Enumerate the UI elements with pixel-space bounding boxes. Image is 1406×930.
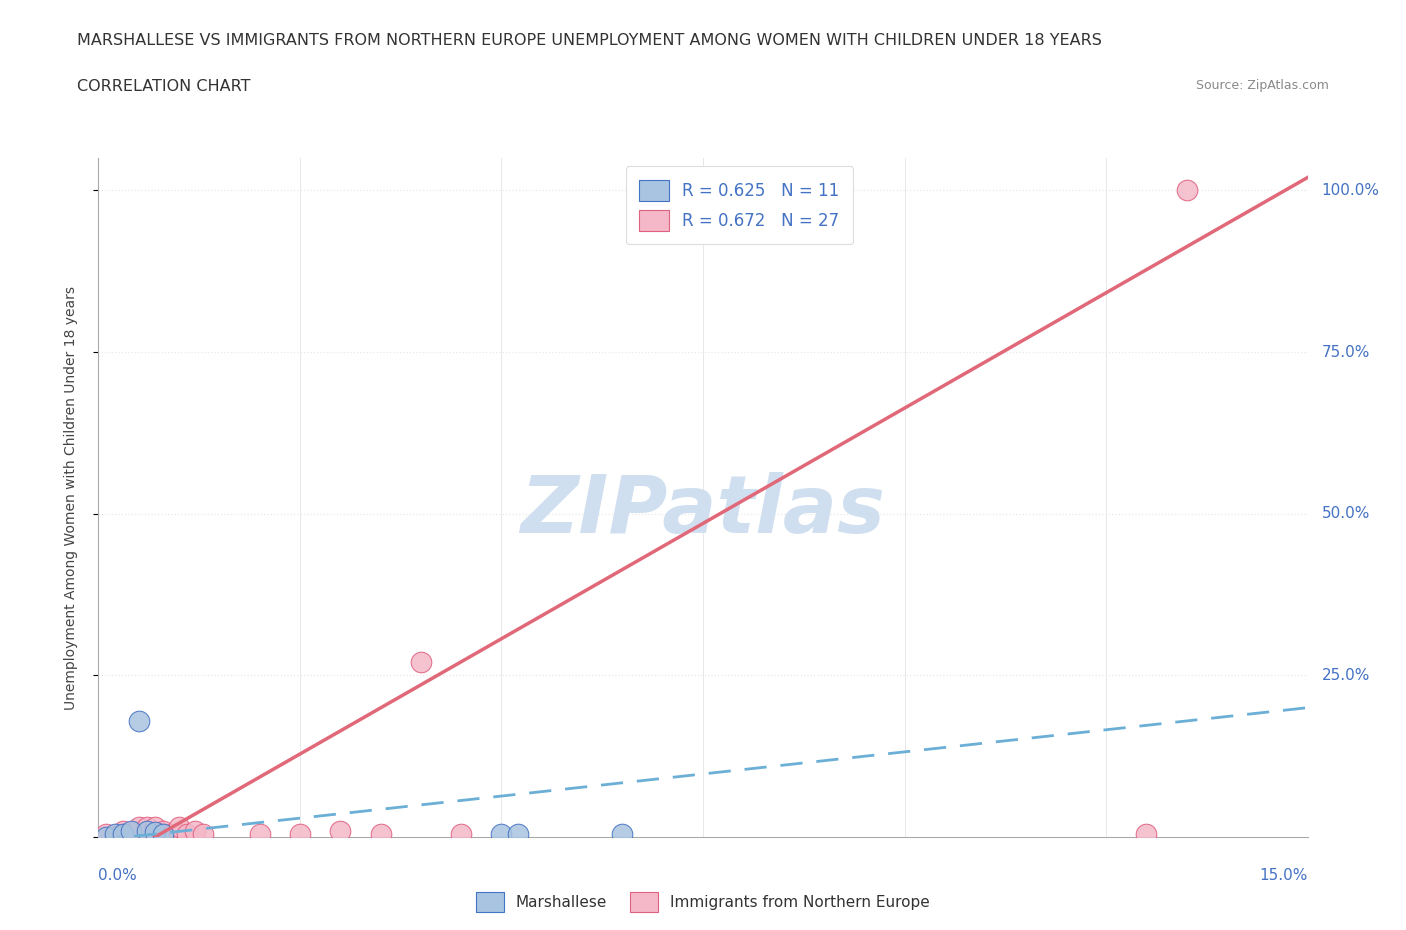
Point: [135, 823, 157, 838]
Point: [143, 824, 166, 839]
Point: [111, 827, 134, 842]
Point: [135, 820, 157, 835]
Point: [249, 827, 271, 842]
Point: [135, 827, 157, 842]
Point: [111, 827, 134, 842]
Point: [152, 827, 174, 842]
Point: [152, 827, 174, 842]
Point: [409, 655, 432, 670]
Text: 0.0%: 0.0%: [98, 868, 138, 883]
Point: [103, 827, 125, 842]
Point: [160, 827, 183, 842]
Point: [1135, 827, 1157, 842]
Point: [184, 823, 207, 838]
Text: 50.0%: 50.0%: [1322, 506, 1369, 521]
Point: [176, 827, 198, 842]
Point: [370, 827, 392, 842]
Point: [111, 823, 134, 838]
Point: [288, 827, 311, 842]
Point: [96, 830, 118, 844]
Point: [506, 827, 529, 842]
Point: [612, 827, 634, 842]
Point: [152, 823, 174, 838]
Text: 25.0%: 25.0%: [1322, 668, 1369, 683]
Point: [491, 827, 513, 842]
Y-axis label: Unemployment Among Women with Children Under 18 years: Unemployment Among Women with Children U…: [63, 286, 77, 710]
Text: CORRELATION CHART: CORRELATION CHART: [77, 79, 250, 94]
Point: [103, 830, 125, 844]
Text: MARSHALLESE VS IMMIGRANTS FROM NORTHERN EUROPE UNEMPLOYMENT AMONG WOMEN WITH CHI: MARSHALLESE VS IMMIGRANTS FROM NORTHERN …: [77, 33, 1102, 47]
Point: [128, 820, 150, 835]
Text: ZIPatlas: ZIPatlas: [520, 472, 886, 551]
Point: [96, 827, 118, 842]
Point: [143, 820, 166, 835]
Text: 75.0%: 75.0%: [1322, 345, 1369, 360]
Point: [128, 823, 150, 838]
Point: [167, 820, 190, 835]
Text: 100.0%: 100.0%: [1322, 183, 1379, 198]
Text: 15.0%: 15.0%: [1260, 868, 1308, 883]
Point: [329, 823, 352, 838]
Text: Source: ZipAtlas.com: Source: ZipAtlas.com: [1195, 79, 1329, 92]
Point: [193, 827, 215, 842]
Point: [167, 827, 190, 842]
Point: [120, 823, 142, 838]
Point: [1175, 183, 1198, 198]
Legend: Marshallese, Immigrants from Northern Europe: Marshallese, Immigrants from Northern Eu…: [470, 886, 936, 918]
Point: [128, 713, 150, 728]
Point: [450, 827, 472, 842]
Point: [143, 824, 166, 839]
Legend: R = 0.625   N = 11, R = 0.672   N = 27: R = 0.625 N = 11, R = 0.672 N = 27: [626, 166, 853, 245]
Point: [120, 827, 142, 842]
